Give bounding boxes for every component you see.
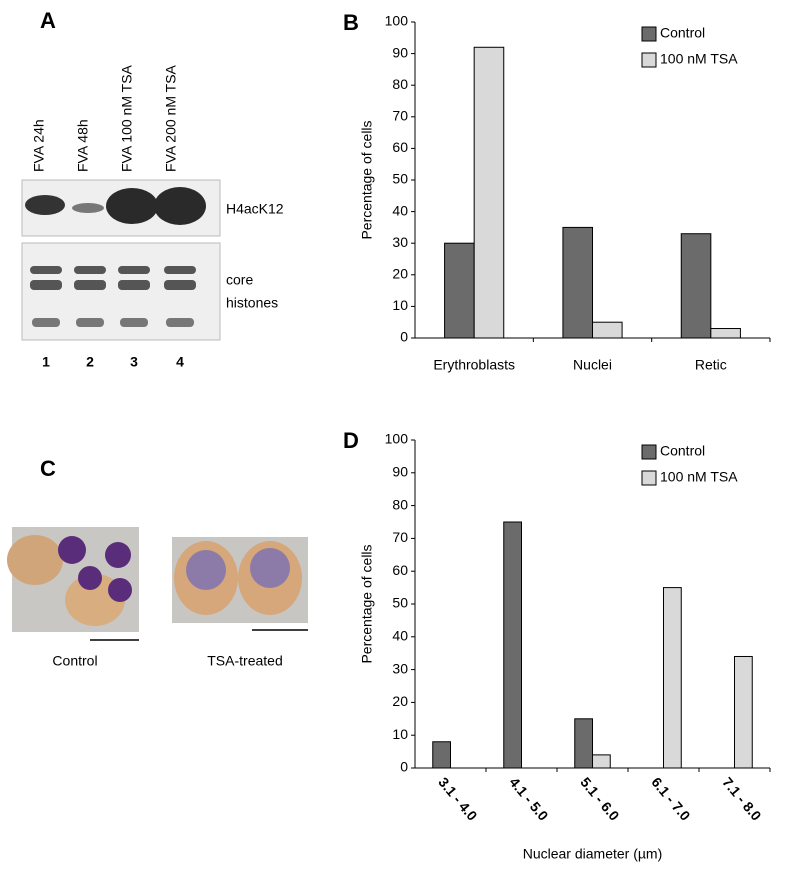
bar xyxy=(444,242,475,339)
y-axis-label: Percentage of cells xyxy=(359,120,375,239)
lane-number: 3 xyxy=(130,354,138,370)
x-tick-label: Erythroblasts xyxy=(433,357,515,373)
x-tick-label: 5.1 - 6.0 xyxy=(577,774,622,824)
bar xyxy=(473,46,505,339)
band-label: H4acK12 xyxy=(226,201,284,217)
y-tick-label: 10 xyxy=(392,297,408,313)
legend-swatch xyxy=(641,26,657,42)
caption: Control xyxy=(52,653,97,669)
bar xyxy=(503,521,522,769)
legend-swatch xyxy=(641,52,657,68)
micrograph-tsa xyxy=(172,537,308,631)
y-tick-label: 100 xyxy=(385,13,409,29)
lane-label: FVA 24h xyxy=(31,119,47,172)
x-tick-label: 7.1 - 8.0 xyxy=(719,774,764,824)
y-tick-label: 90 xyxy=(392,464,408,480)
y-tick-label: 90 xyxy=(392,44,408,60)
x-tick-label: Retic xyxy=(695,357,727,373)
y-tick-label: 40 xyxy=(392,202,408,218)
bar xyxy=(663,587,682,769)
bar xyxy=(562,226,594,339)
bar xyxy=(734,655,753,769)
y-tick-label: 10 xyxy=(392,726,408,742)
x-tick-label: 6.1 - 7.0 xyxy=(648,774,693,824)
band-label: histones xyxy=(226,295,278,311)
y-tick-label: 60 xyxy=(392,139,408,155)
lane-label: FVA 200 nM TSA xyxy=(163,64,179,172)
legend-swatch xyxy=(641,444,657,460)
lane-number: 1 xyxy=(42,354,50,370)
bar xyxy=(710,328,741,339)
bar xyxy=(574,718,593,769)
x-axis-label: Nuclear diameter (µm) xyxy=(523,846,663,862)
x-tick-label: Nuclei xyxy=(573,357,612,373)
lane-number: 4 xyxy=(176,354,184,370)
y-tick-label: 0 xyxy=(400,329,408,345)
x-tick-label: 3.1 - 4.0 xyxy=(435,774,480,824)
legend-label: Control xyxy=(660,25,705,41)
lane-label: FVA 100 nM TSA xyxy=(119,64,135,172)
bar xyxy=(592,754,611,769)
bar xyxy=(592,321,623,339)
micrograph-control xyxy=(7,527,139,641)
y-tick-label: 20 xyxy=(392,693,408,709)
y-tick-label: 50 xyxy=(392,595,408,611)
y-tick-label: 50 xyxy=(392,171,408,187)
blot xyxy=(21,179,221,341)
y-tick-label: 20 xyxy=(392,266,408,282)
panel-letter: C xyxy=(40,456,56,481)
legend-swatch xyxy=(641,470,657,486)
y-tick-label: 70 xyxy=(392,108,408,124)
legend-label: 100 nM TSA xyxy=(660,469,738,485)
lane-number: 2 xyxy=(86,354,94,370)
y-tick-label: 40 xyxy=(392,628,408,644)
y-axis-label: Percentage of cells xyxy=(359,544,375,663)
lane-label: FVA 48h xyxy=(75,119,91,172)
y-tick-label: 100 xyxy=(385,431,409,447)
band-label: core xyxy=(226,272,253,288)
y-tick-label: 0 xyxy=(400,759,408,775)
y-tick-label: 70 xyxy=(392,529,408,545)
bar xyxy=(432,741,451,769)
bar xyxy=(680,233,712,339)
y-tick-label: 30 xyxy=(392,234,408,250)
y-tick-label: 60 xyxy=(392,562,408,578)
y-tick-label: 80 xyxy=(392,76,408,92)
legend-label: 100 nM TSA xyxy=(660,51,738,67)
x-tick-label: 4.1 - 5.0 xyxy=(506,774,551,824)
panel-letter: D xyxy=(343,428,359,453)
y-tick-label: 80 xyxy=(392,496,408,512)
panel-letter: B xyxy=(343,10,359,35)
legend-label: Control xyxy=(660,443,705,459)
y-tick-label: 30 xyxy=(392,660,408,676)
caption: TSA-treated xyxy=(207,653,282,669)
panel-letter: A xyxy=(40,8,56,33)
